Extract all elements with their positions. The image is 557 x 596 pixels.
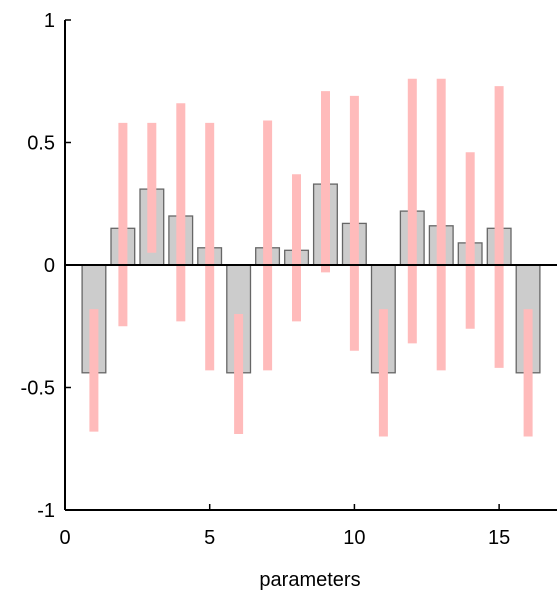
x-tick-label: 5	[204, 527, 215, 549]
y-tick-label: 1	[44, 10, 55, 32]
x-axis-label: parameters	[259, 569, 360, 591]
ranges-layer	[89, 78, 533, 437]
y-tick-label: -0.5	[21, 378, 55, 400]
y-ticks: -1 -0.5 0 0.5 1	[21, 10, 71, 522]
x-tick-label: 10	[343, 527, 365, 549]
y-tick-label: -1	[37, 500, 55, 522]
y-tick-label: 0	[44, 255, 55, 277]
x-tick-label: 15	[488, 527, 510, 549]
x-ticks: 0 5 10 15	[59, 504, 510, 549]
x-tick-label: 0	[59, 527, 70, 549]
y-tick-label: 0.5	[27, 133, 55, 155]
